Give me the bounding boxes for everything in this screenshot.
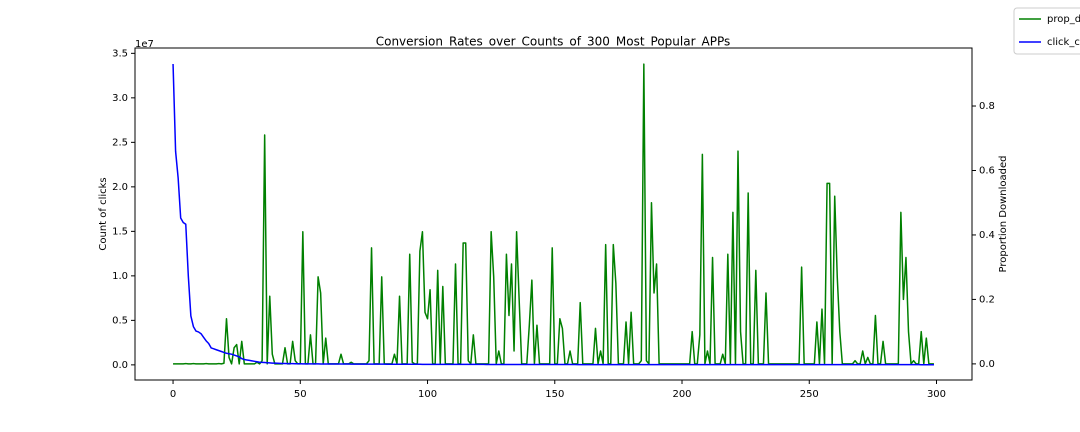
x-tick-label: 300 xyxy=(927,389,946,400)
y2-tick-label: 0.4 xyxy=(979,230,995,241)
y2-axis-label: Proportion Downloaded xyxy=(998,156,1009,273)
series-line xyxy=(173,63,934,365)
y-tick-label: 3.0 xyxy=(112,93,128,104)
x-tick-label: 50 xyxy=(294,389,307,400)
plot-frame xyxy=(134,47,973,381)
y2-tick-label: 0.8 xyxy=(979,101,995,112)
y-tick-label: 2.0 xyxy=(112,182,128,193)
x-tick-label: 200 xyxy=(672,389,691,400)
x-tick-label: 250 xyxy=(800,389,819,400)
y-tick-label: 3.5 xyxy=(112,48,128,59)
y-tick-label: 2.5 xyxy=(112,137,128,148)
legend-label: prop_d xyxy=(1047,14,1080,25)
legend-label: click_co xyxy=(1047,37,1080,48)
y2-tick-label: 0.6 xyxy=(979,165,995,176)
y2-tick-label: 0.0 xyxy=(979,359,995,370)
y-offset-label: 1e7 xyxy=(135,39,154,50)
y-tick-label: 0.5 xyxy=(112,315,128,326)
y2-tick-label: 0.2 xyxy=(979,294,995,305)
y-tick-label: 1.0 xyxy=(112,271,128,282)
x-tick-label: 100 xyxy=(418,389,437,400)
x-tick-label: 0 xyxy=(170,389,176,400)
y-axis-label: Count of clicks xyxy=(98,177,109,250)
series-line xyxy=(172,63,934,366)
y-tick-label: 1.5 xyxy=(112,226,128,237)
y-tick-label: 0.0 xyxy=(112,360,128,371)
chart-title: Conversion_Rates_over_Counts_of_300_Most… xyxy=(376,35,731,49)
x-tick-label: 150 xyxy=(545,389,564,400)
